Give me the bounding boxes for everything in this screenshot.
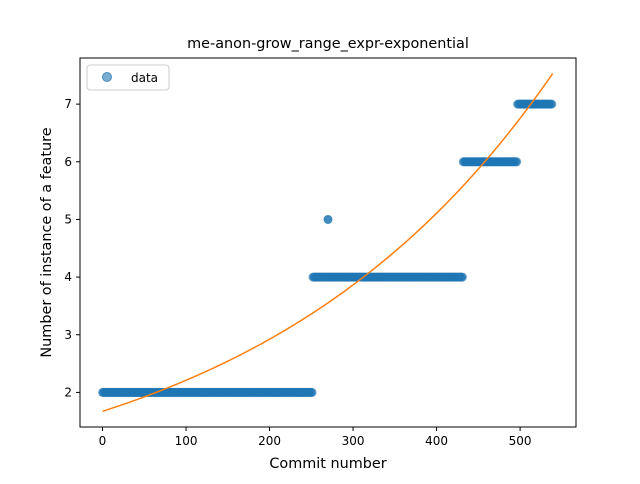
- plot-marks: [98, 73, 557, 413]
- x-tick-label: 0: [99, 434, 107, 448]
- y-tick-label: 5: [64, 212, 72, 226]
- legend: data: [86, 64, 170, 91]
- plot-area-frame: [79, 57, 577, 428]
- legend-label-data: data: [131, 71, 158, 85]
- data-point: [547, 99, 557, 109]
- fit-line: [102, 73, 554, 413]
- data-point: [512, 157, 522, 167]
- x-tick-label: 100: [175, 434, 198, 448]
- y-tick-label: 3: [64, 328, 72, 342]
- y-axis-label: Number of instance of a feature: [39, 127, 55, 357]
- data-point: [457, 272, 467, 282]
- x-tick-label: 300: [342, 434, 365, 448]
- chart-title: me-anon-grow_range_expr-exponential: [187, 36, 469, 52]
- y-tick-label: 2: [64, 385, 72, 399]
- x-tick-label: 200: [258, 434, 281, 448]
- x-axis-label: Commit number: [269, 456, 386, 472]
- legend-marker-data: [102, 72, 112, 82]
- y-tick-label: 7: [64, 97, 72, 111]
- axes: 0 100 200 300 400 500 2 3 4 5 6 7: [64, 97, 531, 448]
- data-point: [307, 387, 317, 397]
- legend-box: [86, 64, 170, 91]
- data-point-outlier: [323, 214, 333, 224]
- y-tick-label: 4: [64, 270, 72, 284]
- y-tick-label: 6: [64, 155, 72, 169]
- x-tick-label: 400: [425, 434, 448, 448]
- x-tick-label: 500: [509, 434, 532, 448]
